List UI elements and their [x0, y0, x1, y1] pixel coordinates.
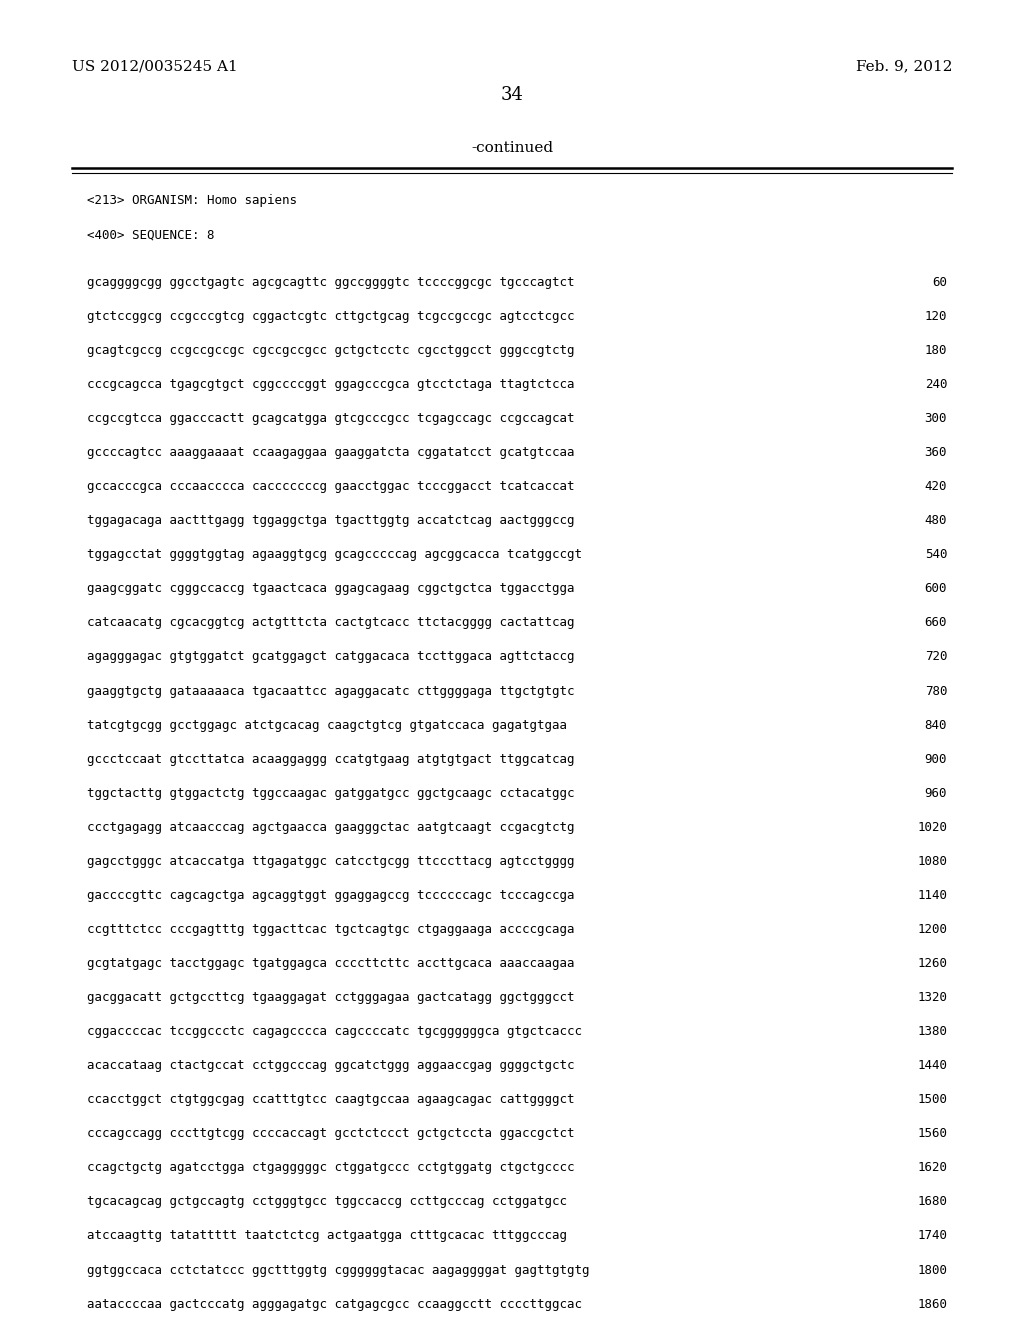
- Text: 540: 540: [925, 548, 947, 561]
- Text: 600: 600: [925, 582, 947, 595]
- Text: tgcacagcag gctgccagtg cctgggtgcc tggccaccg ccttgcccag cctggatgcc: tgcacagcag gctgccagtg cctgggtgcc tggccac…: [87, 1196, 567, 1208]
- Text: gacggacatt gctgccttcg tgaaggagat cctgggagaa gactcatagg ggctgggcct: gacggacatt gctgccttcg tgaaggagat cctggga…: [87, 991, 574, 1005]
- Text: 34: 34: [501, 86, 523, 104]
- Text: tatcgtgcgg gcctggagc atctgcacag caagctgtcg gtgatccaca gagatgtgaa: tatcgtgcgg gcctggagc atctgcacag caagctgt…: [87, 718, 567, 731]
- Text: 60: 60: [932, 276, 947, 289]
- Text: 1560: 1560: [918, 1127, 947, 1140]
- Text: 1320: 1320: [918, 991, 947, 1005]
- Text: gaaggtgctg gataaaaaca tgacaattcc agaggacatc cttggggaga ttgctgtgtc: gaaggtgctg gataaaaaca tgacaattcc agaggac…: [87, 685, 574, 697]
- Text: 1140: 1140: [918, 888, 947, 902]
- Text: 300: 300: [925, 412, 947, 425]
- Text: gaagcggatc cgggccaccg tgaactcaca ggagcagaag cggctgctca tggacctgga: gaagcggatc cgggccaccg tgaactcaca ggagcag…: [87, 582, 574, 595]
- Text: 1800: 1800: [918, 1263, 947, 1276]
- Text: 1020: 1020: [918, 821, 947, 834]
- Text: Feb. 9, 2012: Feb. 9, 2012: [856, 59, 952, 74]
- Text: atccaagttg tatattttt taatctctcg actgaatgga ctttgcacac tttggcccag: atccaagttg tatattttt taatctctcg actgaatg…: [87, 1229, 567, 1242]
- Text: <213> ORGANISM: Homo sapiens: <213> ORGANISM: Homo sapiens: [87, 194, 297, 207]
- Text: gcaggggcgg ggcctgagtc agcgcagttc ggccggggtc tccccggcgc tgcccagtct: gcaggggcgg ggcctgagtc agcgcagttc ggccggg…: [87, 276, 574, 289]
- Text: gccctccaat gtccttatca acaaggaggg ccatgtgaag atgtgtgact ttggcatcag: gccctccaat gtccttatca acaaggaggg ccatgtg…: [87, 752, 574, 766]
- Text: tggagacaga aactttgagg tggaggctga tgacttggtg accatctcag aactgggccg: tggagacaga aactttgagg tggaggctga tgacttg…: [87, 515, 574, 527]
- Text: gccacccgca cccaacccca cacccccccg gaacctggac tcccggacct tcatcaccat: gccacccgca cccaacccca cacccccccg gaacctg…: [87, 480, 574, 494]
- Text: gccccagtcc aaaggaaaat ccaagaggaa gaaggatcta cggatatcct gcatgtccaa: gccccagtcc aaaggaaaat ccaagaggaa gaaggat…: [87, 446, 574, 459]
- Text: 1380: 1380: [918, 1026, 947, 1038]
- Text: ccacctggct ctgtggcgag ccatttgtcc caagtgccaa agaagcagac cattggggct: ccacctggct ctgtggcgag ccatttgtcc caagtgc…: [87, 1093, 574, 1106]
- Text: cggaccccac tccggccctc cagagcccca cagccccatc tgcggggggca gtgctcaccc: cggaccccac tccggccctc cagagcccca cagcccc…: [87, 1026, 582, 1038]
- Text: 780: 780: [925, 685, 947, 697]
- Text: tggagcctat ggggtggtag agaaggtgcg gcagcccccag agcggcacca tcatggccgt: tggagcctat ggggtggtag agaaggtgcg gcagccc…: [87, 548, 582, 561]
- Text: tggctacttg gtggactctg tggccaagac gatggatgcc ggctgcaagc cctacatggc: tggctacttg gtggactctg tggccaagac gatggat…: [87, 787, 574, 800]
- Text: 360: 360: [925, 446, 947, 459]
- Text: 1860: 1860: [918, 1298, 947, 1311]
- Text: ccagctgctg agatcctgga ctgagggggc ctggatgccc cctgtggatg ctgctgcccc: ccagctgctg agatcctgga ctgagggggc ctggatg…: [87, 1162, 574, 1175]
- Text: 1620: 1620: [918, 1162, 947, 1175]
- Text: cccgcagcca tgagcgtgct cggccccggt ggagcccgca gtcctctaga ttagtctcca: cccgcagcca tgagcgtgct cggccccggt ggagccc…: [87, 378, 574, 391]
- Text: ccgccgtcca ggacccactt gcagcatgga gtcgcccgcc tcgagccagc ccgccagcat: ccgccgtcca ggacccactt gcagcatgga gtcgccc…: [87, 412, 574, 425]
- Text: 1740: 1740: [918, 1229, 947, 1242]
- Text: 1440: 1440: [918, 1059, 947, 1072]
- Text: catcaacatg cgcacggtcg actgtttcta cactgtcacc ttctacgggg cactattcag: catcaacatg cgcacggtcg actgtttcta cactgtc…: [87, 616, 574, 630]
- Text: 900: 900: [925, 752, 947, 766]
- Text: 1680: 1680: [918, 1196, 947, 1208]
- Text: 120: 120: [925, 310, 947, 323]
- Text: gaccccgttc cagcagctga agcaggtggt ggaggagccg tccccccagc tcccagccga: gaccccgttc cagcagctga agcaggtggt ggaggag…: [87, 888, 574, 902]
- Text: cccagccagg cccttgtcgg ccccaccagt gcctctccct gctgctccta ggaccgctct: cccagccagg cccttgtcgg ccccaccagt gcctctc…: [87, 1127, 574, 1140]
- Text: US 2012/0035245 A1: US 2012/0035245 A1: [72, 59, 238, 74]
- Text: 1500: 1500: [918, 1093, 947, 1106]
- Text: 480: 480: [925, 515, 947, 527]
- Text: ggtggccaca cctctatccc ggctttggtg cggggggtacac aagaggggat gagttgtgtg: ggtggccaca cctctatccc ggctttggtg cgggggg…: [87, 1263, 590, 1276]
- Text: 1260: 1260: [918, 957, 947, 970]
- Text: ccctgagagg atcaacccag agctgaacca gaagggctac aatgtcaagt ccgacgtctg: ccctgagagg atcaacccag agctgaacca gaagggc…: [87, 821, 574, 834]
- Text: 180: 180: [925, 345, 947, 356]
- Text: gcgtatgagc tacctggagc tgatggagca ccccttcttc accttgcaca aaaccaagaa: gcgtatgagc tacctggagc tgatggagca ccccttc…: [87, 957, 574, 970]
- Text: 240: 240: [925, 378, 947, 391]
- Text: agagggagac gtgtggatct gcatggagct catggacaca tccttggaca agttctaccg: agagggagac gtgtggatct gcatggagct catggac…: [87, 651, 574, 664]
- Text: 960: 960: [925, 787, 947, 800]
- Text: ccgtttctcc cccgagtttg tggacttcac tgctcagtgc ctgaggaaga accccgcaga: ccgtttctcc cccgagtttg tggacttcac tgctcag…: [87, 923, 574, 936]
- Text: 660: 660: [925, 616, 947, 630]
- Text: 1080: 1080: [918, 855, 947, 867]
- Text: 420: 420: [925, 480, 947, 494]
- Text: 1200: 1200: [918, 923, 947, 936]
- Text: gagcctgggc atcaccatga ttgagatggc catcctgcgg ttcccttacg agtcctgggg: gagcctgggc atcaccatga ttgagatggc catcctg…: [87, 855, 574, 867]
- Text: gtctccggcg ccgcccgtcg cggactcgtc cttgctgcag tcgccgccgc agtcctcgcc: gtctccggcg ccgcccgtcg cggactcgtc cttgctg…: [87, 310, 574, 323]
- Text: 840: 840: [925, 718, 947, 731]
- Text: gcagtcgccg ccgccgccgc cgccgccgcc gctgctcctc cgcctggcct gggccgtctg: gcagtcgccg ccgccgccgc cgccgccgcc gctgctc…: [87, 345, 574, 356]
- Text: 720: 720: [925, 651, 947, 664]
- Text: <400> SEQUENCE: 8: <400> SEQUENCE: 8: [87, 228, 215, 242]
- Text: -continued: -continued: [471, 141, 553, 156]
- Text: aataccccaa gactcccatg agggagatgc catgagcgcc ccaaggcctt ccccttggcac: aataccccaa gactcccatg agggagatgc catgagc…: [87, 1298, 582, 1311]
- Text: acaccataag ctactgccat cctggcccag ggcatctggg aggaaccgag ggggctgctc: acaccataag ctactgccat cctggcccag ggcatct…: [87, 1059, 574, 1072]
